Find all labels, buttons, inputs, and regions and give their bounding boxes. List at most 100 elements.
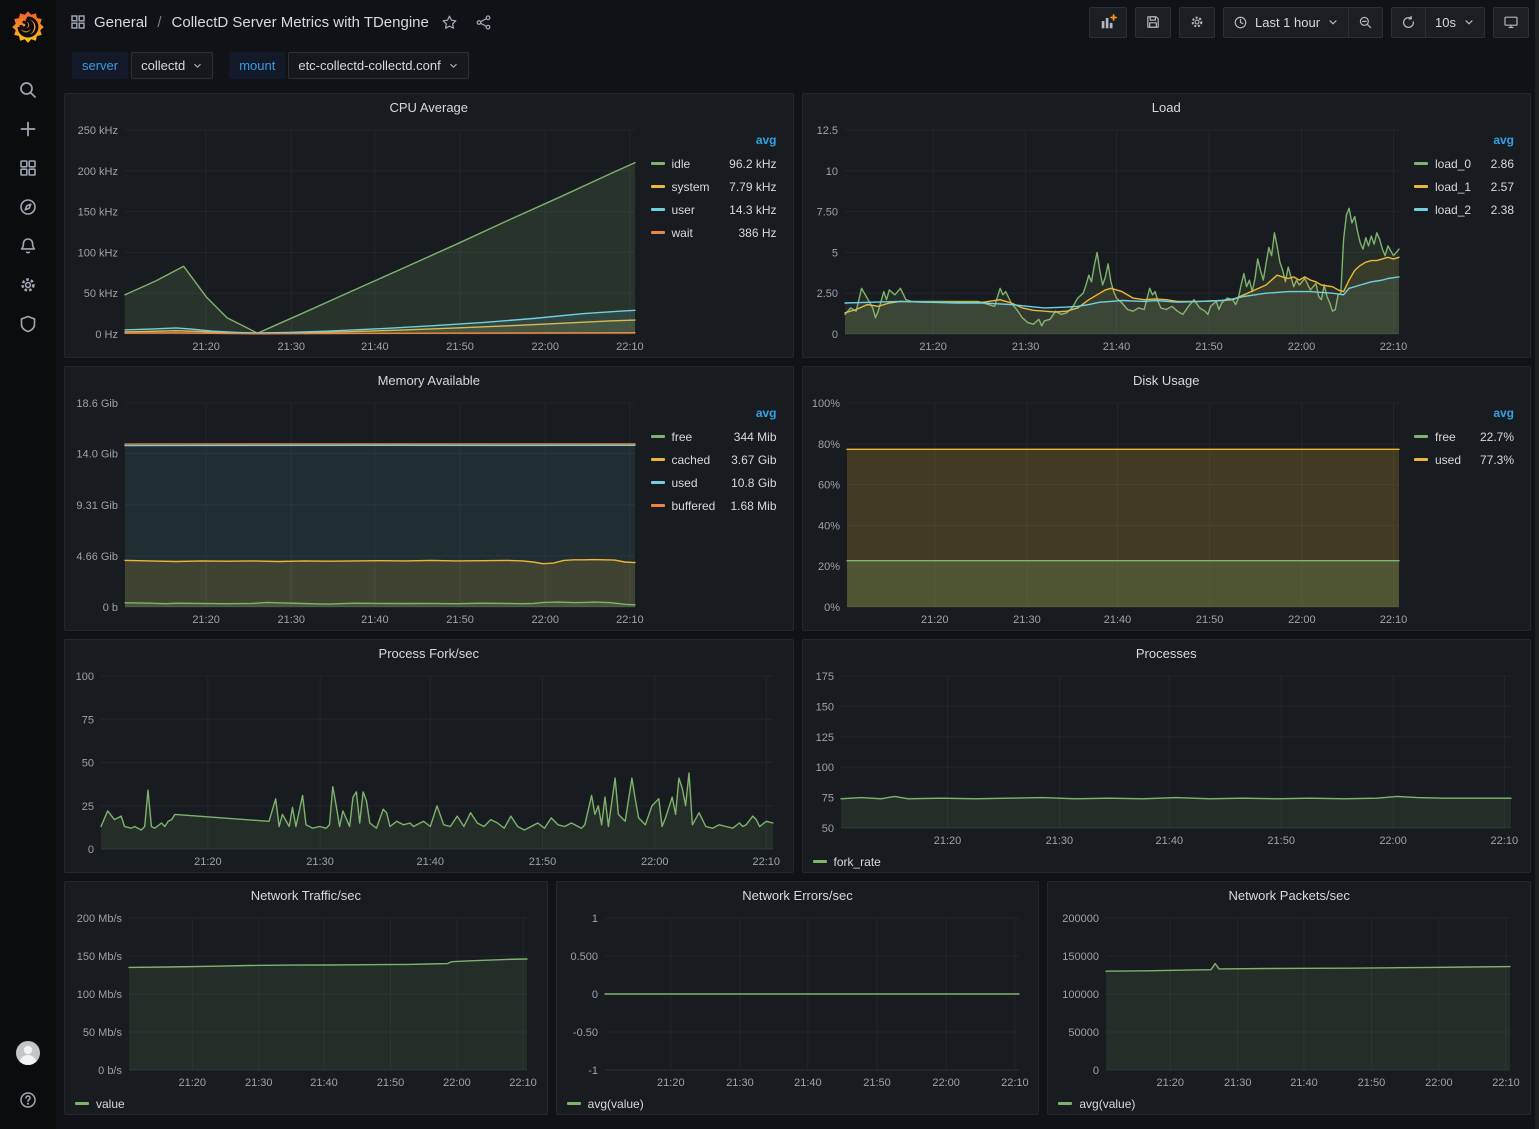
legend-item-load_2[interactable]: load_2 2.38 [1414,198,1514,221]
svg-text:22:10: 22:10 [616,614,644,626]
svg-text:21:40: 21:40 [417,856,445,868]
configuration-icon[interactable] [7,265,49,304]
svg-text:80%: 80% [817,439,839,451]
save-dashboard-button[interactable] [1134,6,1171,38]
legend-series-name: load_1 [1435,179,1472,194]
refresh-interval-picker[interactable]: 10s [1426,6,1485,38]
svg-text:22:10: 22:10 [509,1077,537,1089]
panel-title[interactable]: Disk Usage [1133,373,1200,388]
chart-canvas[interactable]: 0 2.50 5 7.50 10 12.5 21:20 21:30 21:40 21:50 22:0… [809,121,1413,355]
time-range-picker[interactable]: Last 1 hour [1222,6,1350,38]
panel-title[interactable]: Load [1151,100,1181,115]
help-icon[interactable] [7,1080,49,1119]
refresh-button[interactable] [1391,6,1427,38]
legend-item-used[interactable]: used 10.8 Gib [650,471,777,494]
svg-text:5: 5 [831,247,837,259]
svg-text:100%: 100% [811,398,839,410]
legend-item-free[interactable]: free 344 Mib [650,425,777,448]
panel-title[interactable]: Network Traffic/sec [250,888,361,903]
legend-item-used[interactable]: used 77.3% [1414,448,1514,471]
panel-title[interactable]: Network Errors/sec [742,888,853,903]
svg-text:0 b/s: 0 b/s [98,1065,122,1077]
navbar: General / CollectD Server Metrics with T… [56,0,1539,44]
chart-canvas[interactable]: 0% 20% 40% 60% 80% 100% 21:20 21:30 21:40 21:50 22… [809,394,1413,628]
cycle-view-button[interactable] [1493,6,1529,38]
search-icon[interactable] [7,70,49,109]
share-icon[interactable] [471,9,497,35]
legend-item-system[interactable]: system 7.79 kHz [650,175,777,198]
chart-canvas[interactable]: 0 b/s 50 Mb/s 100 Mb/s 150 Mb/s 200 Mb/s 21:2… [71,909,541,1091]
svg-text:21:20: 21:20 [194,856,222,868]
svg-text:1: 1 [592,913,598,925]
dashboard-settings-button[interactable] [1178,6,1215,38]
svg-text:100: 100 [76,671,94,683]
svg-text:21:30: 21:30 [245,1077,273,1089]
dashboards-grid-icon [70,14,86,30]
zoom-out-button[interactable] [1349,6,1384,38]
svg-text:50 Mb/s: 50 Mb/s [83,1027,123,1039]
breadcrumb-section[interactable]: General [94,13,148,31]
legend-series-avg: 14.3 kHz [729,202,777,217]
panel-title[interactable]: Processes [1135,646,1197,661]
refresh-group: 10s [1391,6,1485,38]
server-admin-icon[interactable] [7,304,49,343]
legend-item-idle[interactable]: idle 96.2 kHz [650,152,777,175]
scrollbar-track[interactable] [1535,0,1539,1129]
legend-item-free[interactable]: free 22.7% [1414,425,1514,448]
chart-canvas[interactable]: 50 75 100 125 150 175 21:20 21:30 21:40 21:50 22:0… [809,667,1525,849]
panel-load: Load 0 2.50 5 7.50 10 12.5 21:20 21:30 21:40 21:50… [801,93,1531,358]
add-panel-button[interactable] [1088,6,1127,38]
svg-text:21:50: 21:50 [1358,1077,1386,1089]
svg-text:21:20: 21:20 [933,835,961,847]
svg-text:22:10: 22:10 [753,856,781,868]
panel-title[interactable]: Memory Available [377,373,480,388]
legend-item-buffered[interactable]: buffered 1.68 Mib [650,494,777,517]
svg-text:21:50: 21:50 [1195,614,1223,626]
svg-text:22:00: 22:00 [531,341,559,353]
svg-text:150 kHz: 150 kHz [78,207,118,219]
panel-body: 0% 20% 40% 60% 80% 100% 21:20 21:30 21:40 21:50 22… [803,394,1531,630]
chart-area: 0 50000 100000 150000 200000 21:20 21:30 21:40 2… [1054,909,1524,1091]
explore-icon[interactable] [7,187,49,226]
panel-body: 0 b 4.66 Gib 9.31 Gib 14.0 Gib 18.6 Gib 21:20… [65,394,793,630]
dashboard-title[interactable]: CollectD Server Metrics with TDengine [171,13,429,31]
alerting-icon[interactable] [7,226,49,265]
create-icon[interactable] [7,109,49,148]
panel-cpu-average: CPU Average 0 Hz 50 kHz 100 kHz 150 kHz 200 k… [64,93,794,358]
svg-text:22:10: 22:10 [1001,1077,1029,1089]
svg-text:175: 175 [815,671,833,683]
panel-title[interactable]: CPU Average [389,100,469,115]
legend-item-wait[interactable]: wait 386 Hz [650,221,777,244]
panel-network-errors-sec: Network Errors/sec -1 -0.50 0 0.500 1 21:20 21:… [555,881,1040,1115]
legend-item-load_0[interactable]: load_0 2.86 [1414,152,1514,175]
legend: avg(value) [557,1093,1039,1114]
refresh-interval-label: 10s [1435,14,1456,30]
legend-item-load_1[interactable]: load_1 2.57 [1414,175,1514,198]
user-avatar[interactable] [7,1033,49,1072]
chart-canvas[interactable]: 0 50000 100000 150000 200000 21:20 21:30 21:40 2… [1054,909,1524,1091]
chevron-down-icon [192,60,203,71]
variable-server-value[interactable]: collectd [131,51,214,79]
svg-text:21:40: 21:40 [361,614,389,626]
chart-canvas[interactable]: 0 Hz 50 kHz 100 kHz 150 kHz 200 kHz 250 kHz 21… [71,121,649,355]
svg-text:9.31 Gib: 9.31 Gib [76,500,118,512]
svg-text:22:10: 22:10 [1493,1077,1521,1089]
legend-series-avg: 3.67 Gib [731,452,777,467]
legend-value-header: avg [1493,133,1514,147]
chart-canvas[interactable]: 0 25 50 75 100 21:20 21:30 21:40 21:50 22:00 22:10 [71,667,787,870]
svg-text:20%: 20% [817,561,839,573]
chart-canvas[interactable]: 0 b 4.66 Gib 9.31 Gib 14.0 Gib 18.6 Gib 21:20… [71,394,649,628]
grafana-logo[interactable] [7,6,49,48]
legend-series-name: load_0 [1435,156,1472,171]
star-icon[interactable] [437,9,463,35]
panel-title[interactable]: Network Packets/sec [1228,888,1350,903]
svg-text:150 Mb/s: 150 Mb/s [77,951,123,963]
panel-title[interactable]: Process Fork/sec [378,646,479,661]
variable-mount-value[interactable]: etc-collectd-collectd.conf [288,51,469,79]
legend-item-cached[interactable]: cached 3.67 Gib [650,448,777,471]
panel-disk-usage: Disk Usage 0% 20% 40% 60% 80% 100% 21:20 21:30 21… [801,366,1531,631]
dashboards-icon[interactable] [7,148,49,187]
chart-canvas[interactable]: -1 -0.50 0 0.500 1 21:20 21:30 21:40 21:50 22:00 2… [563,909,1033,1091]
series-color-dash [812,860,827,863]
legend-item-user[interactable]: user 14.3 kHz [650,198,777,221]
